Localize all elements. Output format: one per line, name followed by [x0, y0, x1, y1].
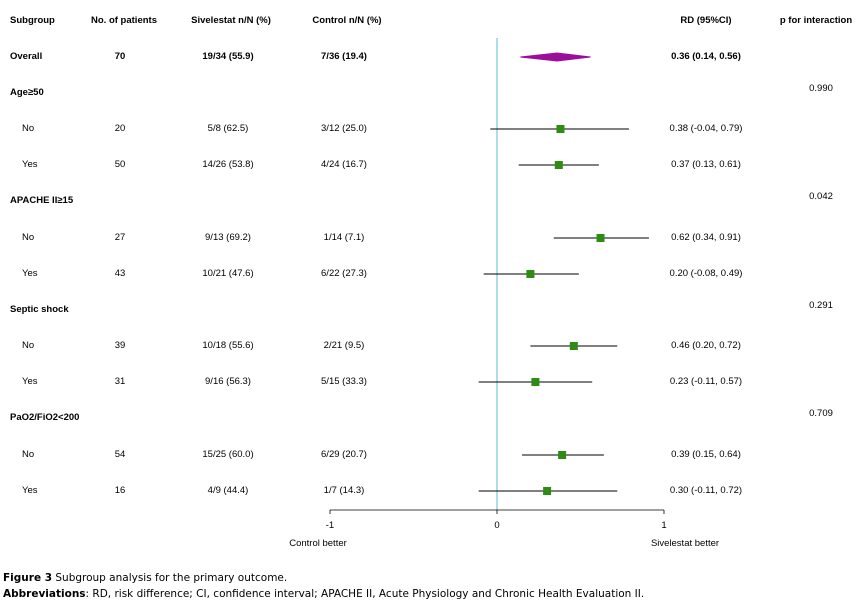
cell-sivelestat: 5/8 (62.5) [207, 123, 249, 134]
x-label-sivelestat-better: Sivelestat better [650, 538, 720, 549]
cell-patients: 43 [114, 268, 126, 279]
cell-control: 2/21 (9.5) [323, 340, 365, 351]
cell-sivelestat: 10/18 (55.6) [202, 340, 254, 351]
cell-rd: 0.62 (0.34, 0.91) [671, 232, 741, 243]
cell-control: 1/7 (14.3) [323, 485, 365, 496]
x-label-control-better: Control better [289, 538, 347, 549]
header-rd: RD (95%CI) [680, 15, 732, 26]
estimate-box [556, 125, 565, 133]
cell-rd: 0.39 (0.15, 0.64) [671, 449, 741, 460]
estimate-box [531, 378, 540, 386]
estimate-box [596, 234, 605, 242]
cell-rd: 0.30 (-0.11, 0.72) [669, 485, 743, 496]
figure-caption: Figure 3 Subgroup analysis for the prima… [3, 572, 287, 584]
cell-control: 4/24 (16.7) [321, 159, 367, 170]
estimate-box [543, 487, 552, 495]
abbreviations-text: : RD, risk difference; CI, confidence in… [85, 588, 645, 600]
cell-patients: 70 [114, 51, 126, 62]
cell-control: 7/36 (19.4) [321, 51, 367, 62]
subgroup-heading: Age≥50 [10, 87, 44, 98]
cell-rd: 0.37 (0.13, 0.61) [671, 159, 741, 170]
subgroup-heading: Septic shock [10, 304, 69, 315]
header-patients: No. of patients [91, 15, 157, 26]
cell-sivelestat: 9/16 (56.3) [205, 376, 251, 387]
row-label: Yes [22, 376, 38, 387]
cell-rd: 0.23 (-0.11, 0.57) [669, 376, 743, 387]
cell-p-interaction: 0.990 [809, 83, 833, 94]
cell-rd: 0.36 (0.14, 0.56) [671, 51, 741, 62]
cell-p-interaction: 0.291 [809, 300, 833, 311]
cell-sivelestat: 4/9 (44.4) [207, 485, 249, 496]
cell-patients: 54 [114, 449, 126, 460]
cell-patients: 27 [114, 232, 126, 243]
header-control: Control n/N (%) [312, 15, 382, 26]
cell-control: 6/22 (27.3) [321, 268, 367, 279]
cell-control: 5/15 (33.3) [321, 376, 367, 387]
cell-control: 3/12 (25.0) [321, 123, 367, 134]
cell-rd: 0.46 (0.20, 0.72) [671, 340, 741, 351]
estimate-box [558, 451, 567, 459]
subgroup-heading: PaO2/FiO2<200 [10, 412, 80, 423]
cell-sivelestat: 9/13 (69.2) [205, 232, 251, 243]
cell-sivelestat: 19/34 (55.9) [202, 51, 254, 62]
cell-control: 6/29 (20.7) [321, 449, 367, 460]
cell-patients: 39 [114, 340, 126, 351]
row-label: No [22, 449, 35, 460]
row-label: Yes [22, 159, 38, 170]
figure-label: Figure 3 [3, 572, 53, 584]
cell-patients: 50 [114, 159, 126, 170]
x-tick-label: -1 [326, 520, 334, 531]
cell-patients: 20 [114, 123, 126, 134]
cell-rd: 0.38 (-0.04, 0.79) [669, 123, 743, 134]
cell-patients: 31 [114, 376, 126, 387]
subgroup-heading: APACHE II≥15 [10, 195, 74, 206]
cell-p-interaction: 0.042 [809, 191, 833, 202]
overall-diamond [520, 52, 591, 62]
abbreviations-caption: Abbreviations: RD, risk difference; CI, … [3, 588, 644, 600]
estimate-box [554, 161, 563, 169]
figure-caption-text: Subgroup analysis for the primary outcom… [52, 572, 288, 584]
estimate-box [569, 342, 578, 350]
x-tick-label: 0 [494, 520, 499, 531]
row-label: No [22, 232, 35, 243]
estimate-box [526, 270, 535, 278]
abbreviations-label: Abbreviations [3, 588, 86, 600]
cell-rd: 0.20 (-0.08, 0.49) [669, 268, 743, 279]
x-tick-label: 1 [661, 520, 666, 531]
row-label: No [22, 340, 35, 351]
cell-sivelestat: 14/26 (53.8) [202, 159, 254, 170]
row-label: Yes [22, 268, 38, 279]
cell-sivelestat: 15/25 (60.0) [202, 449, 254, 460]
row-label: No [22, 123, 35, 134]
cell-control: 1/14 (7.1) [323, 232, 365, 243]
row-label: Yes [22, 485, 38, 496]
cell-sivelestat: 10/21 (47.6) [202, 268, 254, 279]
header-subgroup: Subgroup [10, 15, 55, 26]
cell-p-interaction: 0.709 [809, 408, 833, 419]
header-sivelestat: Sivelestat n/N (%) [191, 15, 271, 26]
header-p-interaction: p for interaction [779, 15, 853, 26]
cell-patients: 16 [114, 485, 126, 496]
row-label: Overall [10, 51, 43, 62]
